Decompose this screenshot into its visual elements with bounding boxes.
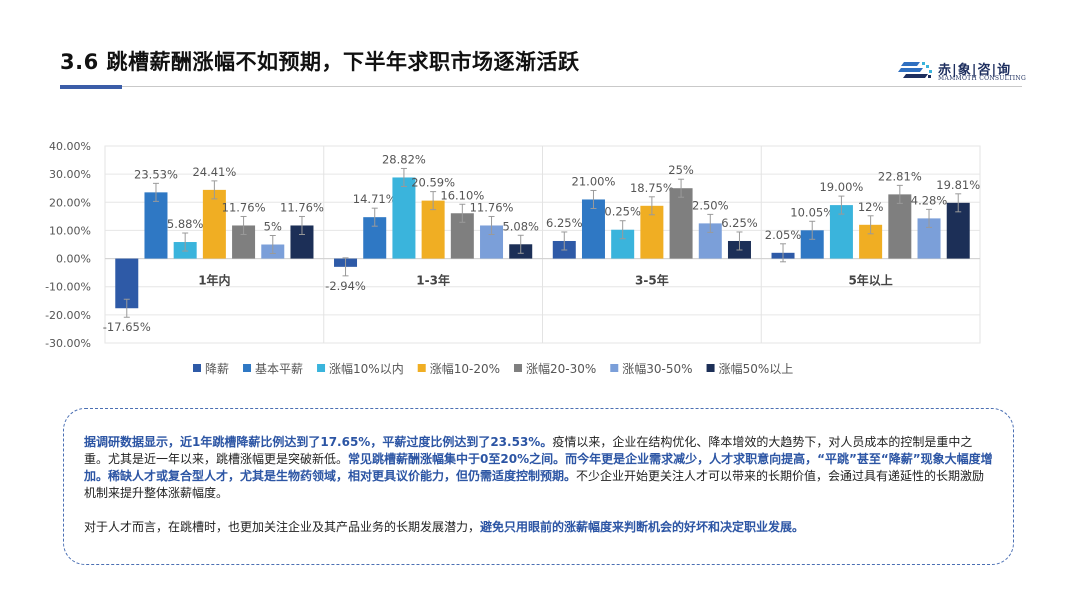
analysis-note-box xyxy=(63,408,1014,565)
data-label: 11.76% xyxy=(280,200,324,214)
bar xyxy=(202,189,226,259)
title-divider xyxy=(60,86,1022,87)
bar xyxy=(859,224,883,259)
category-label: 5年以上 xyxy=(848,273,892,288)
legend-swatch xyxy=(610,364,619,372)
category-label: 1年内 xyxy=(198,273,230,288)
y-tick-label: 30.00% xyxy=(49,168,91,181)
bar xyxy=(946,202,970,259)
mammoth-consulting-logo: 赤|象|咨|询 MAMMOTH CONSULTING xyxy=(898,58,1026,84)
legend-label: 降薪 xyxy=(205,362,229,376)
bar xyxy=(800,230,824,259)
bar xyxy=(611,229,635,259)
legend-swatch xyxy=(193,364,201,372)
note-run: 疫情以来，企业在结构优化、降本增效的大趋势下，对人员成本的控制是重中之重。尤其是… xyxy=(84,435,973,466)
y-tick-label: 20.00% xyxy=(49,196,91,209)
category-label: 3-5年 xyxy=(635,273,669,288)
data-label: 4.28% xyxy=(911,193,948,207)
data-label: 11.76% xyxy=(470,200,514,214)
data-label: -17.65% xyxy=(103,320,151,334)
y-tick-label: -10.00% xyxy=(45,281,91,294)
data-label: 20.59% xyxy=(411,176,455,190)
bar xyxy=(698,223,722,259)
data-label: 2.50% xyxy=(692,198,729,212)
bar xyxy=(640,205,664,259)
data-label: 12% xyxy=(858,200,884,214)
bar xyxy=(888,194,912,259)
logo-name-en: MAMMOTH CONSULTING xyxy=(938,75,1027,82)
legend-swatch xyxy=(417,364,426,372)
data-label: 24.41% xyxy=(192,165,236,179)
bar xyxy=(232,225,256,259)
bar xyxy=(829,205,853,259)
note-run: 常见跳槽薪酬涨幅集中于0至20%之间。而今年更是企业需求减少，人才求职意向提高，… xyxy=(84,452,993,483)
bar xyxy=(144,192,168,259)
bar xyxy=(480,225,504,259)
note-run: 据调研数据显示，近1年跳槽降薪比例达到了17.65%，平薪过度比例达到了23.5… xyxy=(84,435,553,449)
data-label: 5.08% xyxy=(502,219,539,233)
analysis-note-text: 据调研数据显示，近1年跳槽降薪比例达到了17.65%，平薪过度比例达到了23.5… xyxy=(84,434,996,536)
bar xyxy=(450,213,474,259)
bar xyxy=(115,258,139,309)
salary-change-bar-chart: -30.00% -20.00% -10.00% 0.00% 10.00% 20.00% 30… xyxy=(45,140,981,376)
y-tick-label: 40.00% xyxy=(49,140,91,153)
legend-label: 涨幅10%以内 xyxy=(329,361,404,376)
bar xyxy=(392,177,416,259)
data-label: 19.00% xyxy=(819,180,863,194)
data-label: 6.25% xyxy=(721,216,758,230)
legend-swatch xyxy=(514,364,522,372)
title-accent-bar xyxy=(60,85,122,89)
legend-label: 基本平薪 xyxy=(255,362,303,376)
data-label: 16.10% xyxy=(440,188,484,202)
data-label: 25% xyxy=(668,163,694,177)
note-paragraph-2: 对于人才而言，在跳槽时，也更加关注企业及其产品业务的长期发展潜力，避免只用眼前的… xyxy=(84,519,996,536)
legend-swatch xyxy=(706,364,715,372)
logo-name-cn: 赤|象|咨|询 xyxy=(938,63,1012,78)
category-label: 1-3年 xyxy=(416,273,450,288)
data-label: 23.53% xyxy=(134,167,178,181)
data-label: -2.94% xyxy=(325,279,366,293)
data-label: 10.05% xyxy=(790,205,834,219)
bar xyxy=(363,217,387,259)
data-label: 21.00% xyxy=(572,174,616,188)
bar xyxy=(581,199,605,259)
data-label: 19.81% xyxy=(936,178,980,192)
bar xyxy=(290,225,314,259)
note-run: 避免只用眼前的涨薪幅度来判断机会的好坏和决定职业发展。 xyxy=(480,520,805,534)
legend-swatch xyxy=(317,364,326,372)
bar xyxy=(917,218,941,259)
data-label: 22.81% xyxy=(878,169,922,183)
data-label: 5.88% xyxy=(167,217,204,231)
legend-label: 涨幅30-50% xyxy=(622,361,692,376)
y-tick-label: 0.00% xyxy=(56,253,91,266)
data-label: 6.25% xyxy=(546,216,583,230)
legend-label: 涨幅10-20% xyxy=(430,361,500,376)
bar xyxy=(421,200,445,259)
data-label: 2.05% xyxy=(765,228,802,242)
bar xyxy=(669,188,693,259)
data-label: 11.76% xyxy=(222,200,266,214)
note-run: 不少企业开始更关注人才可以带来的长期价值，会通过具有递延性的长期激励机制来提升整… xyxy=(84,469,985,500)
note-run: 对于人才而言，在跳槽时，也更加关注企业及其产品业务的长期发展潜力， xyxy=(84,520,481,534)
mammoth-logo-icon xyxy=(898,62,932,78)
y-tick-label: 10.00% xyxy=(49,224,91,237)
legend-swatch xyxy=(243,364,252,372)
data-label: 0.25% xyxy=(604,205,641,219)
page-title: 3.6 跳槽薪酬涨幅不如预期，下半年求职市场逐渐活跃 xyxy=(60,50,580,74)
data-label: 18.75% xyxy=(630,181,674,195)
note-paragraph-1: 据调研数据显示，近1年跳槽降薪比例达到了17.65%，平薪过度比例达到了23.5… xyxy=(84,434,996,502)
legend-label: 涨幅50%以上 xyxy=(719,361,794,376)
y-tick-label: -30.00% xyxy=(45,337,91,350)
y-tick-label: -20.00% xyxy=(45,309,91,322)
data-label: 5% xyxy=(264,219,282,233)
legend-label: 涨幅20-30% xyxy=(526,361,596,376)
data-label: 28.82% xyxy=(382,152,426,166)
data-label: 14.71% xyxy=(353,192,397,206)
